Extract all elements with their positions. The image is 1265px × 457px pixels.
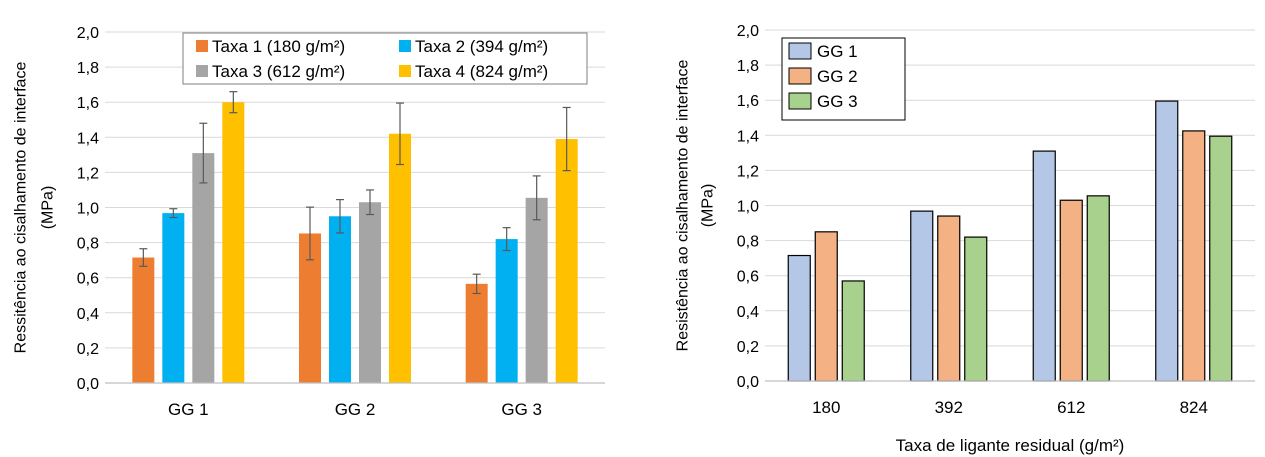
bar [937, 215, 961, 382]
x-tick-label: 180 [812, 398, 840, 417]
y-tick-label: 1,2 [77, 165, 99, 182]
x-tick-label: GG 1 [168, 400, 209, 419]
legend-label: Taxa 4 (824 g/m²) [415, 62, 548, 81]
y-tick-label: 0,4 [77, 306, 99, 323]
y-tick-label: 1,2 [737, 163, 759, 180]
bar [389, 133, 411, 383]
bar [1086, 195, 1110, 382]
chart-1: 0,0 0,2 0,4 0,6 0,8 1,0 1,2 1,4 1,6 1,8 2,0 Ressitê… [13, 25, 605, 419]
y-tick-label: 1,0 [77, 201, 99, 218]
legend-label: GG 1 [817, 42, 858, 61]
bar [910, 210, 934, 382]
bar [1059, 199, 1083, 382]
y-axis-label: Resistência ao cisalhamento de interface [675, 60, 692, 352]
bar [1209, 135, 1233, 382]
x-tick-label: 612 [1057, 398, 1085, 417]
y-tick-label: 0,2 [77, 341, 99, 358]
y-tick-label: 2,0 [737, 23, 759, 40]
x-tick-label: 824 [1180, 398, 1208, 417]
bar [1032, 150, 1056, 382]
bar [359, 202, 381, 383]
bar [299, 233, 321, 383]
y-tick-label: 1,8 [77, 60, 99, 77]
bar [465, 283, 488, 383]
y-tick-label: 0,4 [737, 304, 759, 321]
bar [329, 216, 351, 383]
legend-swatch [196, 65, 208, 77]
y-tick-label: 0,6 [737, 269, 759, 286]
legend-label: Taxa 2 (394 g/m²) [415, 37, 548, 56]
legend-swatch [196, 40, 208, 52]
bar [1155, 100, 1179, 382]
chart-2: 0,0 0,2 0,4 0,6 0,8 1,0 1,2 1,4 1,6 1,8 2,0 Resistê… [675, 23, 1255, 455]
bar [555, 139, 578, 383]
bar [222, 102, 245, 383]
legend-label: Taxa 3 (612 g/m²) [212, 62, 345, 81]
y-tick-label: 1,6 [77, 95, 99, 112]
legend-swatch [788, 92, 812, 110]
y-tick-label: 1,4 [737, 128, 759, 145]
x-tick-label: 392 [935, 398, 963, 417]
legend-label: GG 2 [817, 67, 858, 86]
bar [814, 231, 838, 382]
y-tick-label: 0,2 [737, 339, 759, 356]
bar [525, 197, 548, 383]
bar [192, 153, 215, 383]
bar [964, 236, 988, 382]
y-tick-label: 2,0 [77, 25, 99, 42]
y-tick-label: 0,6 [77, 271, 99, 288]
legend-label: GG 3 [817, 92, 858, 111]
bar [787, 254, 811, 382]
y-tick-label: 1,8 [737, 58, 759, 75]
legend-swatch [399, 40, 411, 52]
bar [1182, 130, 1206, 382]
legend: Taxa 1 (180 g/m²) Taxa 2 (394 g/m²) Taxa 3… [182, 32, 588, 85]
y-tick-label: 1,4 [77, 130, 99, 147]
bar [132, 257, 155, 383]
legend-swatch [788, 67, 812, 85]
x-tick-label: GG 2 [335, 400, 376, 419]
legend-swatch [399, 65, 411, 77]
y-tick-label: 1,0 [737, 199, 759, 216]
y-tick-label: 0,0 [77, 376, 99, 393]
y-axis-label: (MPa) [40, 186, 57, 230]
bar [162, 213, 185, 383]
legend-label: Taxa 1 (180 g/m²) [212, 37, 345, 56]
y-axis-label: Ressitência ao cisalhamento de interface [13, 62, 30, 354]
legend-box [182, 32, 588, 85]
y-axis-label: (MPa) [700, 184, 717, 228]
y-tick-label: 1,6 [737, 93, 759, 110]
y-tick-label: 0,0 [737, 374, 759, 391]
bar [841, 280, 865, 382]
legend: GG 1 GG 2 GG 3 [781, 37, 906, 121]
bar [495, 239, 518, 383]
y-tick-label: 0,8 [737, 234, 759, 251]
x-axis-label: Taxa de ligante residual (g/m²) [896, 436, 1125, 455]
x-tick-label: GG 3 [501, 400, 542, 419]
y-tick-label: 0,8 [77, 236, 99, 253]
legend-swatch [788, 42, 812, 60]
